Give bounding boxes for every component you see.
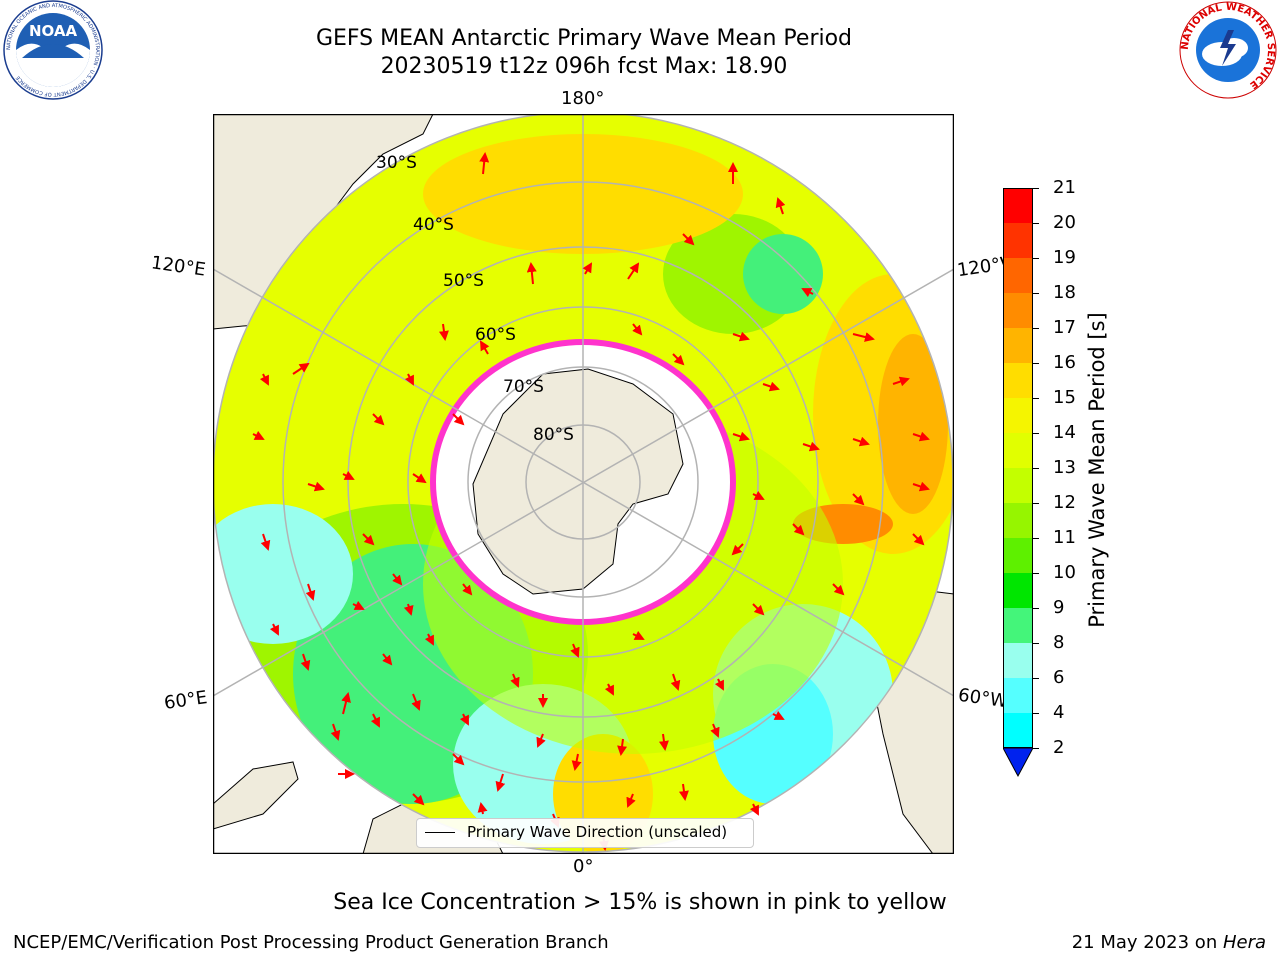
- colorbar-tick-mark: [1033, 748, 1039, 749]
- colorbar-tick-mark: [1033, 188, 1039, 189]
- lat-label-40s: 40°S: [413, 215, 454, 235]
- colorbar-tick-mark: [1033, 293, 1039, 294]
- lat-label-80s: 80°S: [533, 425, 574, 445]
- colorbar-tick-mark: [1033, 573, 1039, 574]
- colorbar-band: [1003, 608, 1033, 643]
- footer-credit: NCEP/EMC/Verification Post Processing Pr…: [13, 932, 609, 953]
- colorbar-tick-label: 4: [1053, 702, 1065, 723]
- sea-ice-note: Sea Ice Concentration > 15% is shown in …: [333, 890, 947, 915]
- colorbar-tick-mark: [1033, 468, 1039, 469]
- lat-label-60s: 60°S: [475, 325, 516, 345]
- chart-title: GEFS MEAN Antarctic Primary Wave Mean Pe…: [315, 26, 853, 51]
- madagascar-land: [213, 761, 299, 830]
- legend-line-swatch: [425, 832, 455, 833]
- noaa-logo-text: NOAA: [29, 22, 78, 40]
- colorbar-band: [1003, 503, 1033, 538]
- colorbar-tick-label: 13: [1053, 457, 1076, 478]
- wave-direction-arrows: [252, 152, 930, 851]
- antarctica-land: [472, 368, 684, 595]
- colorbar-band: [1003, 363, 1033, 398]
- colorbar-band: [1003, 223, 1033, 258]
- colorbar-title: Primary Wave Mean Period [s]: [1085, 312, 1109, 628]
- colorbar-tick-mark: [1033, 363, 1039, 364]
- colorbar-tick-label: 19: [1053, 247, 1076, 268]
- colorbar-band: [1003, 468, 1033, 503]
- colorbar-tick-label: 20: [1053, 212, 1076, 233]
- colorbar-tick-mark: [1033, 328, 1039, 329]
- lon-label-120e: 120°E: [149, 252, 207, 281]
- nws-logo: NATIONAL WEATHER SERVICE: [1179, 1, 1277, 99]
- noaa-logo: NOAA NATIONAL OCEANIC AND ATMOSPHERIC AD…: [3, 0, 103, 100]
- lat-label-50s: 50°S: [443, 271, 484, 291]
- colorbar-tick-label: 2: [1053, 737, 1065, 758]
- colorbar-tick-label: 18: [1053, 282, 1076, 303]
- lat-label-70s: 70°S: [503, 377, 544, 397]
- footer-date: 21 May 2023 on Hera: [1071, 932, 1266, 953]
- colorbar-tick-label: 9: [1053, 597, 1065, 618]
- map-legend: Primary Wave Direction (unscaled): [416, 818, 754, 848]
- colorbar-band: [1003, 258, 1033, 293]
- lat-label-30s: 30°S: [376, 153, 417, 173]
- colorbar-tick-mark: [1033, 503, 1039, 504]
- lon-label-60w: 60°W: [956, 684, 1009, 713]
- colorbar-tick-label: 21: [1053, 177, 1076, 198]
- lon-label-60e: 60°E: [162, 687, 209, 714]
- colorbar-tick-mark: [1033, 398, 1039, 399]
- colorbar: [1003, 188, 1033, 778]
- colorbar-tick-label: 16: [1053, 352, 1076, 373]
- colorbar-band: [1003, 188, 1033, 223]
- colorbar-tick-label: 6: [1053, 667, 1065, 688]
- colorbar-tick-mark: [1033, 223, 1039, 224]
- colorbar-tick-label: 17: [1053, 317, 1076, 338]
- colorbar-tick-mark: [1033, 258, 1039, 259]
- colorbar-tick-label: 8: [1053, 632, 1065, 653]
- colorbar-tick-label: 15: [1053, 387, 1076, 408]
- colorbar-band: [1003, 398, 1033, 433]
- colorbar-tick-label: 12: [1053, 492, 1076, 513]
- colorbar-band: [1003, 328, 1033, 363]
- chart-subtitle: 20230519 t12z 096h fcst Max: 18.90: [380, 54, 788, 79]
- footer-machine: Hera: [1222, 932, 1266, 953]
- colorbar-tick-label: 11: [1053, 527, 1076, 548]
- legend-label: Primary Wave Direction (unscaled): [467, 823, 728, 841]
- colorbar-tick-label: 10: [1053, 562, 1076, 583]
- colorbar-tick-mark: [1033, 433, 1039, 434]
- lon-label-0: 0°: [573, 856, 594, 877]
- colorbar-tick-label: 14: [1053, 422, 1076, 443]
- colorbar-band: [1003, 433, 1033, 468]
- colorbar-tick-mark: [1033, 538, 1039, 539]
- colorbar-band: [1003, 643, 1033, 678]
- colorbar-band: [1003, 573, 1033, 608]
- colorbar-tick-mark: [1033, 643, 1039, 644]
- colorbar-band: [1003, 678, 1033, 713]
- map-panel: 30°S 40°S 50°S 60°S 70°S 80°S: [213, 114, 954, 854]
- colorbar-tick-mark: [1033, 678, 1039, 679]
- colorbar-band: [1003, 293, 1033, 328]
- lon-label-180: 180°: [561, 88, 605, 109]
- colorbar-tick-mark: [1033, 608, 1039, 609]
- colorbar-band: [1003, 713, 1033, 748]
- colorbar-tick-mark: [1033, 713, 1039, 714]
- colorbar-extend-triangle: [1003, 747, 1033, 778]
- colorbar-band: [1003, 538, 1033, 573]
- graticule: [213, 114, 954, 854]
- colorbar-outline: [1003, 188, 1033, 748]
